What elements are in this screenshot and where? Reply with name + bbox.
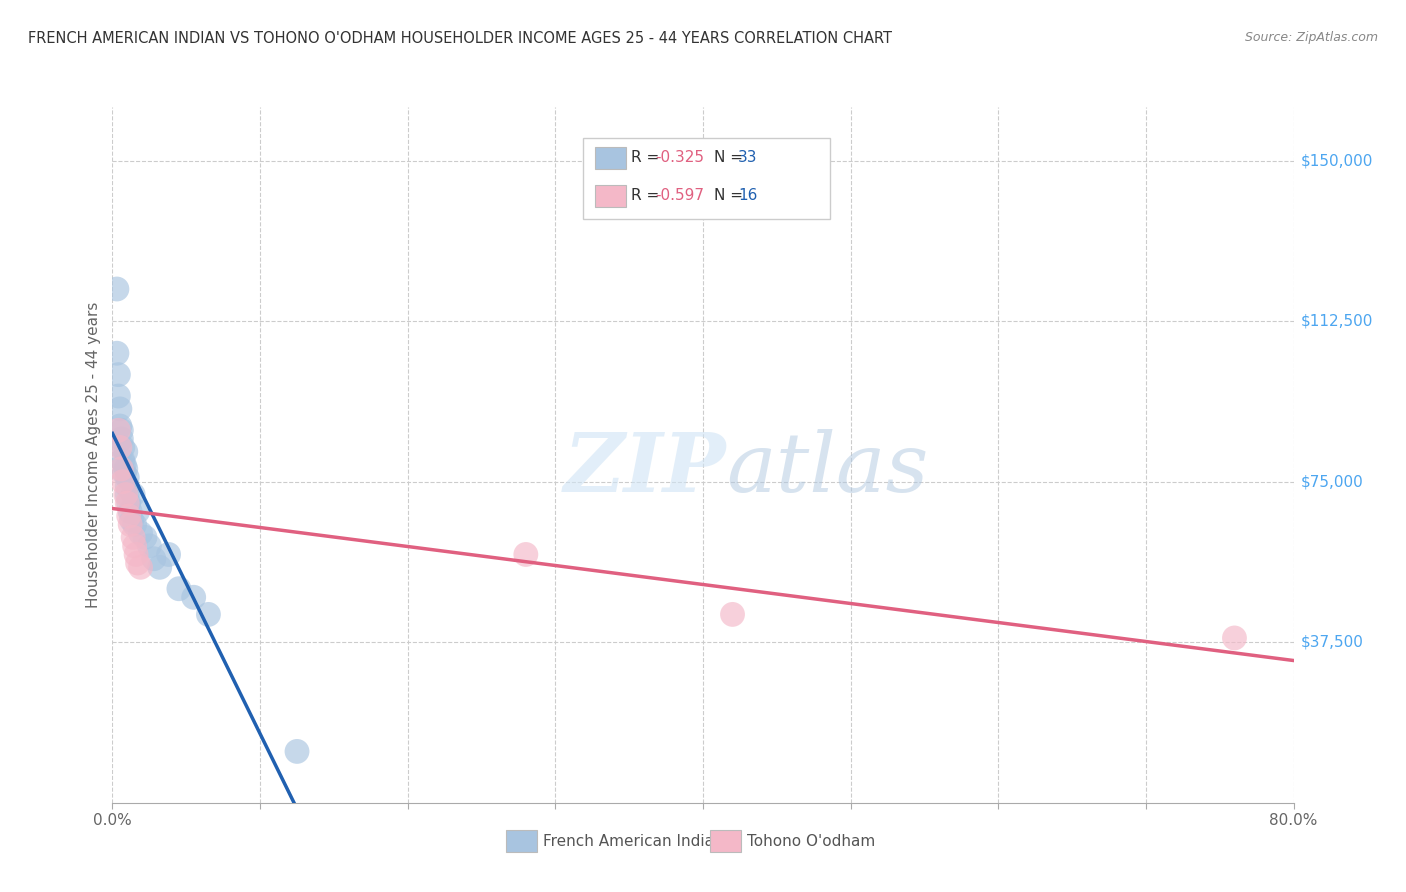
Text: $112,500: $112,500 — [1301, 314, 1372, 328]
Point — [117, 487, 138, 501]
Text: N =: N = — [714, 151, 748, 165]
Point — [107, 368, 129, 382]
Point — [105, 346, 128, 360]
Point — [138, 539, 160, 553]
Point — [112, 466, 135, 480]
Point — [107, 423, 129, 437]
Point — [129, 560, 152, 574]
Point — [127, 505, 149, 519]
Text: -0.597: -0.597 — [655, 188, 704, 202]
Point — [515, 548, 537, 562]
Text: ZIP: ZIP — [564, 429, 727, 508]
Point — [108, 419, 131, 434]
Point — [117, 479, 138, 493]
Text: R =: R = — [631, 188, 665, 202]
Point — [167, 582, 190, 596]
Text: FRENCH AMERICAN INDIAN VS TOHONO O'ODHAM HOUSEHOLDER INCOME AGES 25 - 44 YEARS C: FRENCH AMERICAN INDIAN VS TOHONO O'ODHAM… — [28, 31, 893, 46]
Text: N =: N = — [714, 188, 748, 202]
Y-axis label: Householder Income Ages 25 - 44 years: Householder Income Ages 25 - 44 years — [86, 301, 101, 608]
Text: $37,500: $37,500 — [1301, 635, 1364, 649]
Text: 33: 33 — [738, 151, 758, 165]
Point — [142, 551, 165, 566]
Point — [122, 530, 145, 544]
Point — [108, 401, 131, 416]
Text: R =: R = — [631, 151, 665, 165]
Text: $75,000: $75,000 — [1301, 475, 1364, 489]
Text: atlas: atlas — [727, 429, 929, 508]
Point — [117, 470, 138, 484]
Point — [110, 423, 132, 437]
Point — [721, 607, 744, 622]
Point — [107, 389, 129, 403]
Point — [285, 744, 308, 758]
Point — [111, 475, 134, 489]
Point — [120, 505, 142, 519]
Point — [112, 458, 135, 472]
Point — [114, 487, 136, 501]
Point — [125, 548, 148, 562]
Point — [111, 441, 134, 455]
Point — [1223, 631, 1246, 645]
Text: -0.325: -0.325 — [655, 151, 704, 165]
Point — [111, 453, 134, 467]
Text: 16: 16 — [738, 188, 758, 202]
Point — [129, 526, 152, 541]
Point — [120, 517, 142, 532]
Point — [149, 560, 172, 574]
Point — [114, 444, 136, 458]
Point — [122, 487, 145, 501]
Point — [118, 508, 141, 523]
Point — [134, 530, 156, 544]
Point — [127, 556, 149, 570]
Point — [114, 462, 136, 476]
Point — [121, 513, 143, 527]
Point — [105, 282, 128, 296]
Point — [110, 432, 132, 446]
Point — [124, 539, 146, 553]
Point — [108, 441, 131, 455]
Text: French American Indians: French American Indians — [543, 834, 731, 848]
Text: Source: ZipAtlas.com: Source: ZipAtlas.com — [1244, 31, 1378, 45]
Point — [117, 496, 138, 510]
Point — [110, 462, 132, 476]
Point — [157, 548, 180, 562]
Point — [124, 517, 146, 532]
Point — [197, 607, 219, 622]
Text: Tohono O'odham: Tohono O'odham — [747, 834, 875, 848]
Text: $150,000: $150,000 — [1301, 153, 1372, 168]
Point — [118, 496, 141, 510]
Point — [183, 591, 205, 605]
